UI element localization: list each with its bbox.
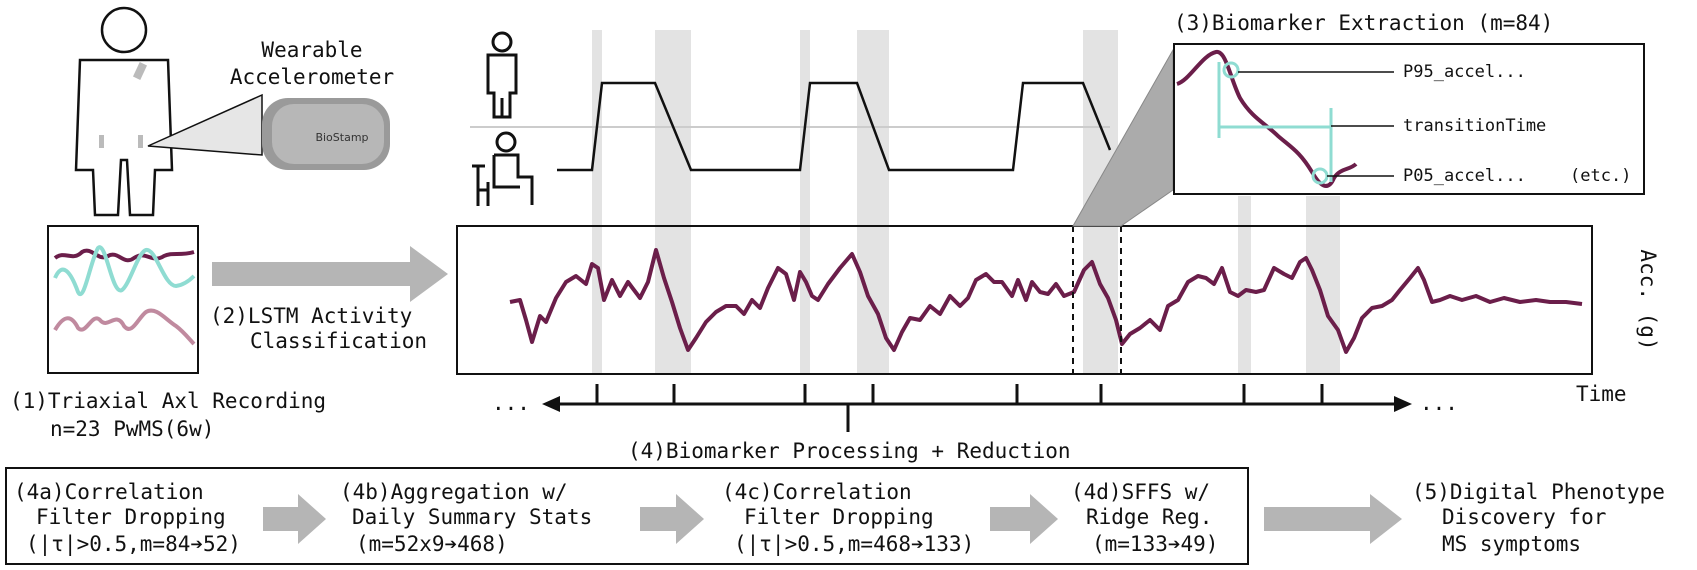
time-axis-ellipsis-right: ... xyxy=(1420,391,1458,415)
band xyxy=(800,30,810,375)
device-brand: BioStamp xyxy=(315,131,368,144)
biomarker-label-p05: P05_accel... xyxy=(1403,166,1526,186)
lstm-arrow xyxy=(212,246,448,302)
standing-person-icon xyxy=(486,31,518,119)
biomarker-label-p95: P95_accel... xyxy=(1403,62,1526,82)
biomarker-label-transition: transitionTime xyxy=(1403,116,1546,136)
band xyxy=(655,30,691,375)
step2-line2: Classification xyxy=(250,329,427,353)
sitting-person-icon xyxy=(472,131,534,206)
band xyxy=(1238,196,1251,375)
step5-line2: Discovery for xyxy=(1442,505,1606,529)
accel-trace-y xyxy=(53,245,196,297)
activity-state-line xyxy=(557,81,1112,172)
substep-4b-line1: (4b)Aggregation w/ xyxy=(340,480,568,504)
extraction-plot xyxy=(1176,50,1394,188)
time-axis xyxy=(552,384,1402,432)
substep-4a-line1: (4a)Correlation xyxy=(14,480,204,504)
processing-box xyxy=(5,467,1249,565)
substep-4c-line1: (4c)Correlation xyxy=(722,480,912,504)
accel-trace-x xyxy=(53,248,195,263)
step1-line1: (1)Triaxial Axl Recording xyxy=(10,389,326,413)
substep-4d: (4d)SFFS w/ Ridge Reg. (m=133➔49) xyxy=(1071,480,1218,556)
arrow-4a-4b xyxy=(263,494,326,544)
step3-title: (3)Biomarker Extraction (m=84) xyxy=(1174,11,1553,35)
device-title-line2: Accelerometer xyxy=(230,65,394,89)
substep-4c: (4c)Correlation Filter Dropping (|τ|>0.5… xyxy=(722,480,974,557)
time-axis-arrow-right xyxy=(1394,396,1412,412)
time-axis-arrow-left xyxy=(542,396,560,412)
substep-4c-line3: (|τ|>0.5,m=468➔133) xyxy=(734,532,974,557)
step4-title: (4)Biomarker Processing + Reduction xyxy=(628,439,1071,463)
substep-4a-line2: Filter Dropping xyxy=(36,505,226,529)
arrow-4b-4c xyxy=(640,494,704,544)
substep-4b: (4b)Aggregation w/ Daily Summary Stats (… xyxy=(340,480,592,556)
step5-line1: (5)Digital Phenotype xyxy=(1412,480,1665,504)
sensor-patches xyxy=(99,62,148,148)
substep-4d-line3: (m=133➔49) xyxy=(1092,532,1218,556)
substep-4d-line1: (4d)SFFS w/ xyxy=(1071,480,1210,504)
substep-4d-line2: Ridge Reg. xyxy=(1086,505,1212,529)
triaxial-panel xyxy=(47,225,199,374)
y-axis-label: Acc. (g) xyxy=(1636,249,1660,350)
body-figure-icon xyxy=(74,6,174,217)
band xyxy=(1306,196,1340,375)
extraction-panel xyxy=(1173,43,1645,195)
substep-4a: (4a)Correlation Filter Dropping (|τ|>0.5… xyxy=(14,480,241,557)
band xyxy=(592,30,602,375)
step5: (5)Digital Phenotype Discovery for MS sy… xyxy=(1412,480,1665,556)
substep-4a-line3: (|τ|>0.5,m=84➔52) xyxy=(26,532,241,557)
substep-4c-line2: Filter Dropping xyxy=(744,505,934,529)
acceleration-signal xyxy=(509,248,1583,354)
step5-line3: MS symptoms xyxy=(1442,532,1581,556)
substep-4b-line3: (m=52x9➔468) xyxy=(356,532,508,556)
substep-4b-line2: Daily Summary Stats xyxy=(352,505,592,529)
signal-panel xyxy=(456,225,1593,375)
arrow-4c-4d xyxy=(990,494,1058,544)
time-axis-ellipsis-left: ... xyxy=(492,391,530,415)
accel-trace-z xyxy=(53,308,196,346)
biostamp-device: BioStamp xyxy=(262,98,390,170)
band xyxy=(857,30,889,375)
arrow-to-step5 xyxy=(1264,494,1402,544)
biomarker-label-etc: (etc.) xyxy=(1570,166,1631,186)
step1-line2: n=23 PwMS(6w) xyxy=(50,417,214,441)
time-axis-label: Time xyxy=(1576,382,1627,406)
device-title-line1: Wearable xyxy=(261,38,362,62)
step2-line1: (2)LSTM Activity xyxy=(210,304,412,328)
